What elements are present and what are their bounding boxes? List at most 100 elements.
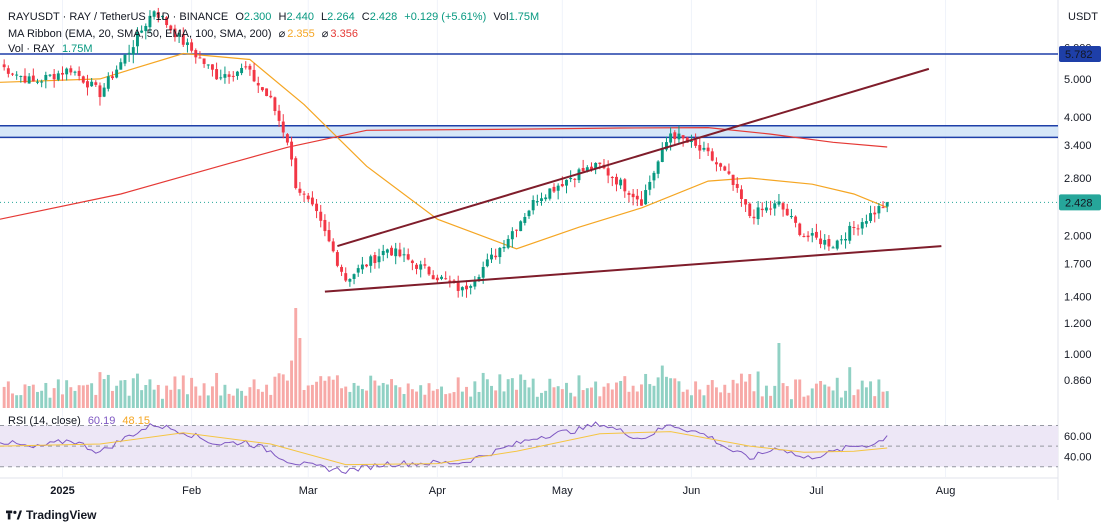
candle-body [598, 162, 602, 164]
volume-bar [814, 383, 818, 408]
volume-bar [644, 373, 648, 408]
candle-body [852, 226, 856, 228]
candle-body [419, 264, 423, 270]
volume-bar [515, 389, 518, 408]
ma-ribbon-label: MA Ribbon (EMA, 20, SMA, 50, EMA, 100, S… [8, 28, 272, 40]
candle-body [223, 74, 227, 78]
resistance-level-tag[interactable] [1059, 46, 1101, 63]
candle-body [269, 95, 273, 98]
candle-body [719, 163, 723, 167]
volume-bar [2, 386, 6, 408]
volume-bar [677, 381, 681, 408]
volume-bar [498, 374, 502, 408]
candle-body [273, 97, 277, 111]
volume-bar [156, 384, 160, 408]
volume-bar [269, 394, 273, 408]
volume-bar [769, 395, 773, 408]
rsi-legend[interactable]: RSI (14, close) 60.19 48.15 [8, 415, 154, 427]
time-tick-label: Jul [809, 485, 823, 497]
vol-value: 1.75M [508, 11, 540, 23]
volume-bar [90, 383, 94, 408]
candle-body [119, 62, 123, 70]
volume-bar [227, 393, 231, 408]
candle-body [689, 141, 693, 143]
candle-body [848, 225, 852, 241]
candle-body [627, 192, 631, 195]
candle-body [485, 259, 489, 267]
candle-body [739, 189, 743, 200]
candle-body [94, 82, 98, 85]
candle-body [640, 199, 643, 206]
candle-body [323, 219, 327, 232]
candle-body [477, 276, 481, 281]
close-value: 2.428 [369, 11, 398, 23]
candle-body [789, 216, 793, 218]
volume-bar [86, 384, 89, 408]
volume-bar [402, 393, 406, 408]
candle-body [406, 254, 410, 260]
rsi-ma-line [0, 431, 888, 466]
rsi-value: 60.19 [87, 415, 116, 427]
candle-body [540, 198, 543, 201]
volume-bar [123, 380, 127, 408]
volume-bar [356, 385, 360, 408]
candle-body [331, 241, 335, 252]
volume-bar [290, 360, 294, 408]
wedge-upper-trendline[interactable] [337, 67, 930, 248]
volume-bar [431, 390, 435, 408]
volume-bar [111, 390, 114, 408]
volume-bar [531, 378, 535, 408]
volume-bar [460, 391, 464, 408]
volume-bar [273, 376, 277, 408]
volume-bar [235, 388, 239, 408]
candle-body [194, 50, 198, 58]
candle-body [535, 201, 539, 203]
last-price-tag[interactable] [1059, 194, 1101, 211]
symbol-title[interactable]: RAYUSDT · RAY / TetherUS · 1D · BINANCE [8, 11, 229, 23]
candle-body [656, 161, 660, 174]
ma-value-1: 2.355 [287, 28, 315, 40]
volume-bar [335, 375, 339, 408]
volume-bar [465, 386, 468, 408]
candle-body [835, 240, 839, 249]
volume-bar [481, 372, 485, 408]
volume-bar [490, 385, 493, 408]
tradingview-brand-label: TradingView [26, 508, 97, 522]
candle-body [523, 216, 527, 223]
volume-bar [635, 391, 639, 408]
candle-body [548, 188, 552, 199]
volume-bar [219, 395, 223, 408]
candle-body [190, 42, 194, 51]
wedge-trendlines[interactable] [324, 67, 942, 293]
candle-body [465, 285, 468, 290]
rsi-label: RSI (14, close) [8, 415, 81, 427]
volume-bar [6, 381, 10, 408]
support-zone[interactable] [0, 125, 1058, 138]
candle-body [798, 223, 802, 235]
ma-sym-1: ⌀ [278, 28, 286, 40]
ma-ribbon-legend[interactable]: MA Ribbon (EMA, 20, SMA, 50, EMA, 100, S… [8, 27, 362, 40]
candle-body [56, 73, 60, 80]
volume-bar [627, 391, 631, 408]
volume-bar [315, 381, 319, 408]
wedge-lower-trendline[interactable] [324, 245, 942, 293]
volume-bar [135, 373, 139, 408]
volume-bar [406, 383, 410, 408]
candle-body [156, 12, 160, 18]
volume-bar [806, 395, 810, 408]
candle-body [760, 208, 764, 211]
candle-body [510, 231, 514, 240]
low-value: 2.264 [327, 11, 355, 23]
volume-bar [256, 389, 260, 408]
volume-bar [23, 384, 27, 408]
volume-bar [798, 379, 802, 408]
candle-body [169, 25, 173, 30]
volume-bar [685, 389, 689, 408]
volume-bar [510, 378, 514, 408]
volume-legend[interactable]: Vol · RAY 1.75M [8, 43, 97, 55]
tradingview-brand[interactable]: TradingView [6, 508, 96, 522]
candle-body [356, 268, 360, 273]
vol-label: Vol [493, 11, 509, 23]
volume-bar [144, 385, 148, 408]
